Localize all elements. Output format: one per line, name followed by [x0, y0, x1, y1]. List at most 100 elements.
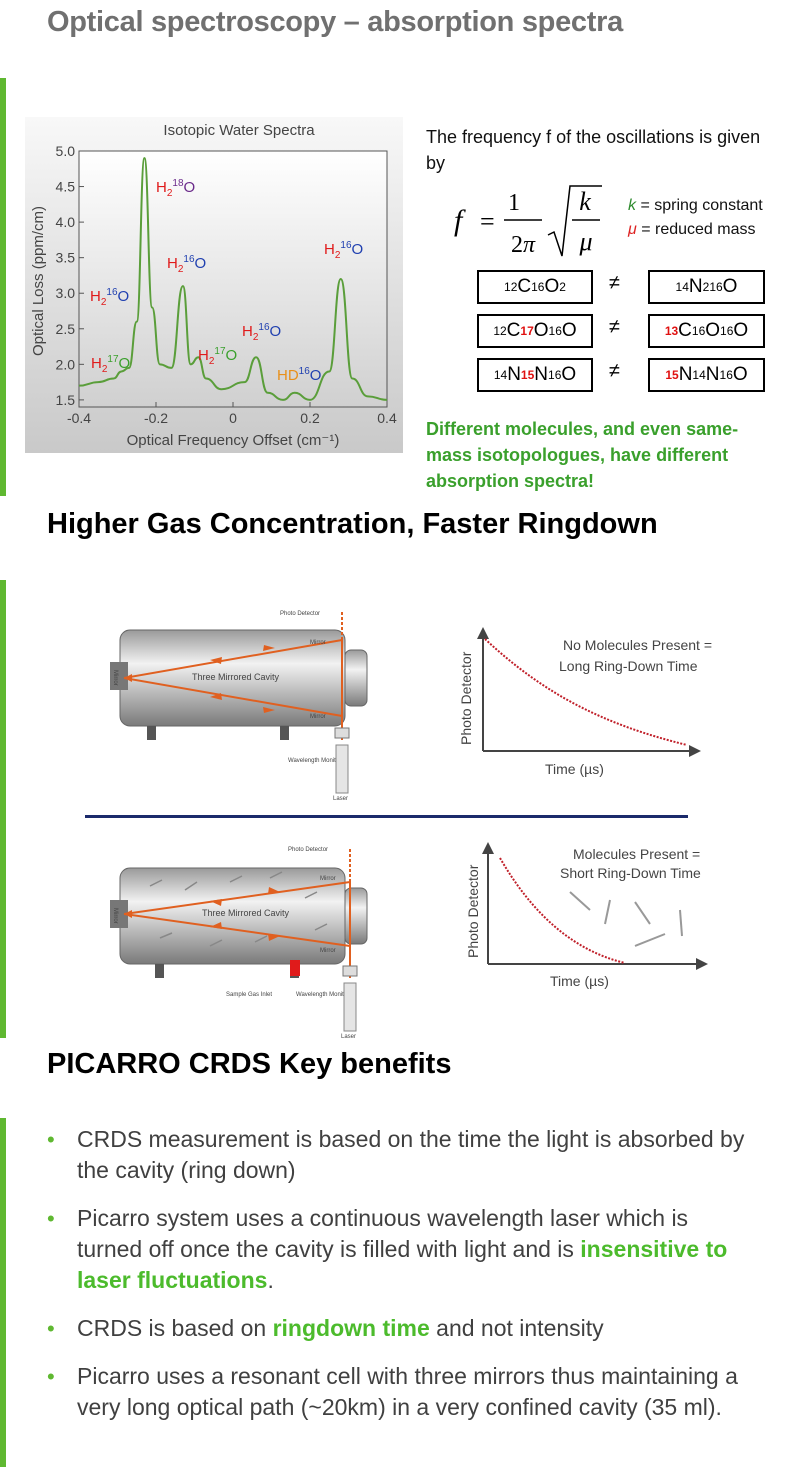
isotopologue-box-left: 12 C 17 O 16 O	[477, 314, 593, 348]
formula-part: N	[705, 364, 720, 385]
photo-detector-label-2: Photo Detector	[288, 847, 328, 853]
spectrum-line	[78, 157, 388, 401]
mirror-left-label: Mirror	[112, 670, 118, 686]
formula-part: 12	[493, 324, 507, 338]
laser-label-2: Laser	[341, 1034, 356, 1040]
benefit-item: • CRDS measurement is based on the time t…	[47, 1124, 747, 1186]
isotopologue-box-right: 13 C 16 O 16 O	[648, 314, 765, 348]
cavity-label: Three Mirrored Cavity	[192, 672, 280, 682]
svg-text:f: f	[454, 204, 466, 237]
x-tick-label: 0	[229, 410, 237, 426]
frequency-intro: The frequency f of the oscillations is g…	[426, 127, 761, 173]
ringdown-long-ylabel: Photo Detector	[458, 651, 474, 745]
peak-label-hd16o: HD16O	[277, 366, 322, 384]
y-tick-label: 3.5	[56, 250, 76, 266]
x-tick-label: -0.4	[67, 410, 91, 426]
mirror-left-label-2: Mirror	[112, 908, 118, 924]
y-tick-label: 3.0	[56, 285, 76, 301]
formula-part: O	[733, 320, 749, 341]
isotopologue-box-left: 14 N 15 N 16 O	[477, 358, 593, 392]
formula-part: N	[534, 364, 549, 385]
peak-label-h2-17o-left: H217O	[91, 354, 131, 375]
formula-part: 16	[709, 280, 723, 294]
formula-part: O	[544, 276, 560, 297]
legend-reduced-mass: μ = reduced mass	[628, 221, 756, 238]
y-tick-label: 2.0	[56, 356, 76, 372]
benefit-text: .	[267, 1267, 274, 1293]
formula-part: 15	[665, 368, 679, 382]
formula-part: 15	[520, 368, 535, 382]
mirror-top-label: Mirror	[310, 640, 326, 646]
frequency-formula: f = 1 2π k μ	[454, 185, 602, 258]
section-title-benefits: PICARRO CRDS Key benefits	[47, 1048, 452, 1080]
svg-text:=: =	[480, 207, 495, 236]
formula-part: O	[561, 320, 577, 341]
formula-part: 13	[664, 324, 679, 338]
benefits-list: • CRDS measurement is based on the time t…	[47, 1124, 747, 1440]
cavity-diagram-gas: Photo Detector Mirror Mirror Mirror Thre…	[110, 847, 368, 1040]
y-tick-label: 2.5	[56, 321, 76, 337]
formula-part: O	[722, 276, 738, 297]
peak-label-h2-17o-mid: H217O	[198, 346, 238, 367]
formula-part: C	[506, 320, 521, 341]
benefit-item: • Picarro uses a resonant cell with three…	[47, 1361, 747, 1423]
formula-part: 14	[675, 280, 689, 294]
x-tick-label: 0.4	[377, 410, 397, 426]
peak-label-h2-16o-right-mid: H216O	[242, 322, 282, 343]
accent-bar-1	[0, 78, 6, 496]
ringdown-short-caption-1: Molecules Present =	[573, 846, 700, 862]
formula-part: C	[517, 276, 532, 297]
benefit-text: and not intensity	[429, 1315, 604, 1341]
photo-detector-label: Photo Detector	[280, 611, 320, 617]
bullet-dot-icon: •	[47, 1316, 55, 1341]
benefit-item: • CRDS is based on ringdown time and not …	[47, 1313, 747, 1344]
accent-bar-3	[0, 1118, 6, 1467]
formula-part: 2	[559, 280, 566, 294]
formula-part: O	[732, 364, 748, 385]
ringdown-short-caption-2: Short Ring-Down Time	[560, 865, 701, 881]
y-axis-label: Optical Loss (ppm/cm)	[30, 206, 47, 356]
ringdown-plot-long: No Molecules Present = Long Ring-Down Ti…	[458, 627, 712, 777]
formula-part: 16	[548, 324, 562, 338]
benefit-text: Picarro system uses a continuous wavelen…	[77, 1205, 689, 1262]
ringdown-long-xlabel: Time (µs)	[545, 761, 604, 777]
wavelength-monitor-label: Wavelength Monitor	[288, 758, 341, 764]
slide-title: Optical spectroscopy – absorption spectr…	[47, 6, 623, 38]
bullet-dot-icon: •	[47, 1206, 55, 1231]
bullet-dot-icon: •	[47, 1364, 55, 1389]
mirror-top-label-2: Mirror	[320, 876, 336, 882]
sample-gas-inlet-label: Sample Gas Inlet	[226, 992, 272, 998]
highlight-text: ringdown time	[272, 1315, 430, 1341]
accent-bar-2	[0, 580, 6, 1038]
ringdown-long-caption-2: Long Ring-Down Time	[559, 658, 698, 674]
ringdown-long-caption-1: No Molecules Present =	[563, 637, 712, 653]
isotopologue-box-left: 12 C 16 O 2	[477, 270, 593, 304]
y-tick-label: 1.5	[56, 392, 76, 408]
not-equal-sign: ≠	[609, 316, 620, 338]
y-axis-ticks: 1.5 2.0 2.5 3.0 3.5 4.0 4.5 5.0	[56, 143, 84, 408]
benefit-text: Picarro uses a resonant cell with three …	[77, 1363, 738, 1420]
y-tick-label: 4.5	[56, 179, 76, 195]
formula-part: 16	[531, 280, 545, 294]
cavity-label-2: Three Mirrored Cavity	[202, 908, 290, 918]
formula-part: 16	[720, 324, 734, 338]
y-tick-label: 5.0	[56, 143, 76, 159]
benefit-text: CRDS is based on	[77, 1315, 273, 1341]
svg-text:k: k	[579, 187, 591, 216]
highlight-text: insensitive to laser fluctuations	[77, 1236, 728, 1293]
peak-label-h2-16o-right: H216O	[324, 240, 364, 261]
divider	[85, 815, 688, 818]
wavelength-monitor-label-2: Wavelength Monitor	[296, 992, 349, 998]
legend-spring-constant: k = spring constant	[628, 197, 763, 214]
bullet-dot-icon: •	[47, 1127, 55, 1152]
x-tick-label: -0.2	[144, 410, 168, 426]
isotopologue-note: Different molecules, and even same-mass …	[426, 419, 739, 491]
not-equal-sign: ≠	[609, 272, 620, 294]
mirror-bottom-label: Mirror	[310, 714, 326, 720]
svg-text:2π: 2π	[511, 232, 536, 258]
svg-text:1: 1	[508, 190, 520, 216]
ringdown-short-xlabel: Time (µs)	[550, 973, 609, 989]
formula-part: O	[705, 320, 721, 341]
cavity-diagram-empty: Photo Detector Mirror Mirror Mirror Thre…	[110, 611, 368, 802]
formula-part: 17	[520, 324, 534, 338]
